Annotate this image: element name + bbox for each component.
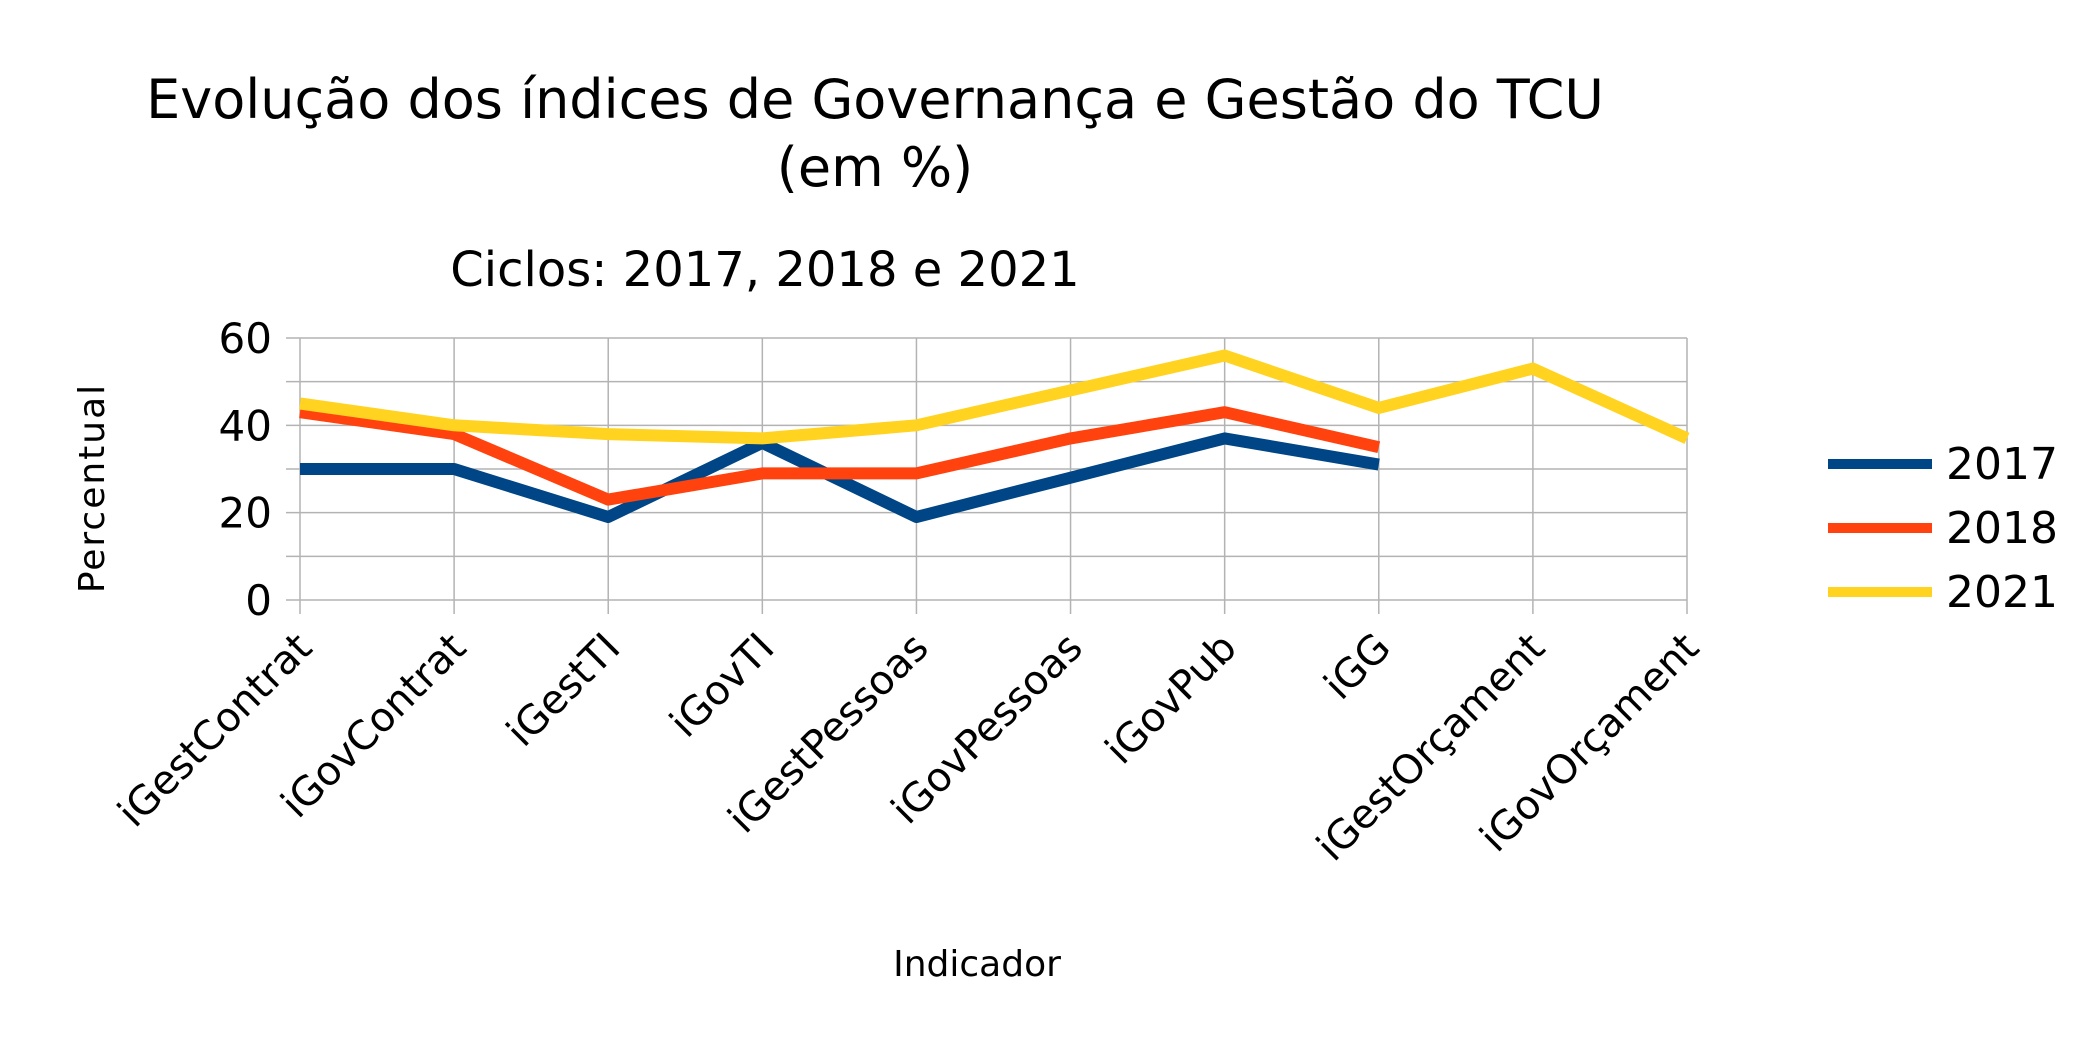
y-axis-ticks: 0 20 40 60 <box>219 314 272 625</box>
legend-item-2021: 2021 <box>1828 560 2058 624</box>
legend: 2017 2018 2021 <box>1828 432 2058 624</box>
y-tick-label: 60 <box>219 314 272 363</box>
chart-subtitle: Ciclos: 2017, 2018 e 2021 <box>450 242 1080 298</box>
series-line-2021 <box>299 349 1690 445</box>
y-tick-label: 0 <box>245 576 272 625</box>
chart-title: Evolução dos índices de Governança e Ges… <box>0 66 1750 202</box>
y-tick-label: 20 <box>219 489 272 538</box>
legend-swatch <box>1828 459 1932 469</box>
y-axis-label: Percentual <box>72 383 113 593</box>
legend-label: 2021 <box>1946 566 2058 618</box>
x-tick-label: iGestTI <box>498 625 629 756</box>
chart-title-line1: Evolução dos índices de Governança e Ges… <box>146 68 1604 131</box>
x-tick-label: iGovTI <box>661 625 783 747</box>
series-line-2018 <box>299 406 1381 506</box>
plot-grid <box>286 337 1688 614</box>
series-lines <box>299 349 1690 523</box>
legend-item-2017: 2017 <box>1828 432 2058 496</box>
y-tick-label: 40 <box>219 401 272 450</box>
legend-swatch <box>1828 523 1932 533</box>
x-axis-label: Indicador <box>893 944 1061 985</box>
series-line-2017 <box>300 432 1380 523</box>
x-tick-label: iGG <box>1316 625 1400 709</box>
x-tick-label: iGovPub <box>1097 625 1246 774</box>
legend-swatch <box>1828 587 1932 597</box>
legend-item-2018: 2018 <box>1828 496 2058 560</box>
legend-label: 2018 <box>1946 502 2058 554</box>
legend-label: 2017 <box>1946 438 2058 490</box>
chart-title-line2: (em %) <box>776 136 974 199</box>
